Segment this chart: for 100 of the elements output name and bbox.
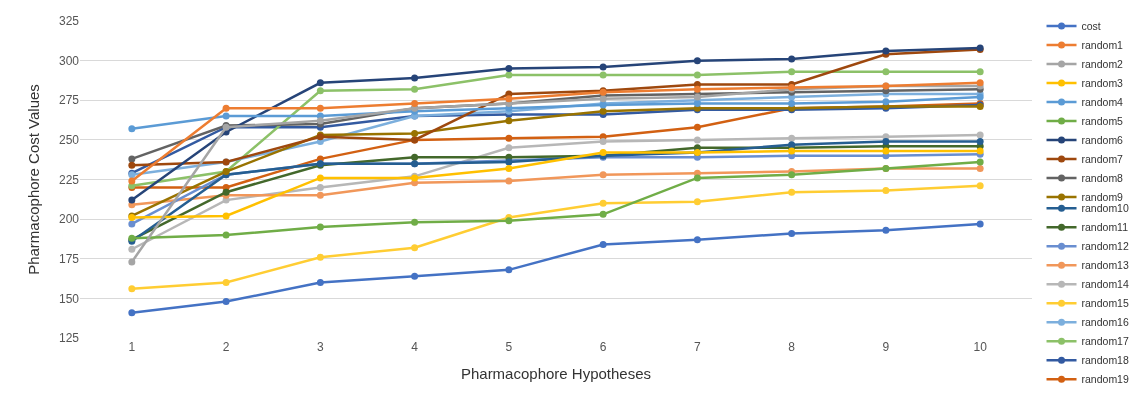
point (599, 107, 607, 115)
legend-label: random17 (1081, 335, 1129, 348)
point (976, 158, 984, 166)
point (505, 65, 513, 73)
y-tick-label: 325 (58, 14, 80, 29)
legend-label: random8 (1081, 172, 1124, 185)
legend-label: random16 (1081, 316, 1129, 329)
x-axis-title: Pharmacophore Hypotheses (460, 365, 652, 382)
point (976, 137, 984, 145)
x-tick-label: 9 (882, 340, 890, 354)
point (222, 231, 230, 239)
point (316, 87, 324, 95)
point (599, 71, 607, 79)
point (411, 99, 419, 107)
point (788, 99, 796, 107)
point (128, 309, 136, 317)
legend-label: random2 (1081, 58, 1124, 71)
legend-label: random3 (1081, 77, 1124, 90)
legend-label: random7 (1081, 153, 1124, 166)
point (599, 210, 607, 218)
point (128, 161, 136, 169)
x-tick-label: 5 (505, 340, 513, 354)
point (128, 220, 136, 228)
point (788, 68, 796, 76)
legend-label: random5 (1081, 115, 1124, 128)
point (316, 104, 324, 112)
point (599, 199, 607, 207)
point (411, 272, 419, 280)
point (693, 198, 701, 206)
point (976, 220, 984, 228)
legend-label: random12 (1081, 240, 1129, 253)
point (222, 104, 230, 112)
point (222, 112, 230, 120)
point (599, 137, 607, 145)
point (693, 123, 701, 131)
y-axis-title: Pharmacophore Cost Values (25, 84, 43, 275)
point (128, 125, 136, 133)
point (599, 240, 607, 248)
x-tick-label: 10 (973, 340, 988, 354)
point (222, 279, 230, 287)
point (788, 134, 796, 142)
legend-label: random4 (1081, 96, 1124, 109)
point (693, 71, 701, 79)
legend-label: random1 (1081, 39, 1124, 52)
point (976, 131, 984, 139)
point (599, 63, 607, 71)
point (693, 57, 701, 65)
legend-label: random18 (1081, 354, 1129, 367)
point (976, 68, 984, 76)
point (693, 174, 701, 182)
y-tick-label: 300 (58, 53, 80, 68)
x-tick-label: 8 (788, 340, 796, 354)
point (693, 236, 701, 244)
y-tick-label: 250 (58, 133, 80, 148)
y-tick-label: 125 (58, 331, 80, 346)
point (882, 187, 890, 195)
point (505, 134, 513, 142)
point (599, 171, 607, 179)
point (976, 182, 984, 190)
point (505, 164, 513, 172)
point (411, 153, 419, 161)
legend-label: random19 (1081, 373, 1129, 386)
legend-label: random10 (1081, 202, 1129, 215)
point (882, 137, 890, 145)
point (316, 279, 324, 287)
point (316, 79, 324, 87)
point (882, 68, 890, 76)
point (316, 253, 324, 261)
point (505, 117, 513, 125)
point (222, 212, 230, 220)
point (411, 244, 419, 252)
point (128, 258, 136, 266)
point (128, 285, 136, 293)
legend-label: random9 (1081, 191, 1124, 204)
point (788, 55, 796, 63)
point (788, 229, 796, 237)
point (882, 98, 890, 106)
point (316, 174, 324, 182)
x-tick-label: 2 (222, 340, 230, 354)
point (788, 188, 796, 196)
y-tick-label: 175 (58, 251, 80, 266)
x-tick-label: 1 (128, 340, 136, 354)
point (411, 74, 419, 82)
legend-label: random14 (1081, 278, 1129, 291)
y-tick-label: 200 (58, 212, 80, 227)
point (128, 196, 136, 204)
point (128, 245, 136, 253)
point (316, 223, 324, 231)
point (411, 85, 419, 93)
point (693, 85, 701, 93)
point (505, 144, 513, 152)
point (411, 130, 419, 138)
point (882, 147, 890, 155)
x-tick-label: 6 (599, 340, 607, 354)
legend-label: random13 (1081, 259, 1129, 272)
point (316, 183, 324, 191)
legend-label: random15 (1081, 297, 1129, 310)
point (316, 191, 324, 199)
point (976, 164, 984, 172)
point (505, 266, 513, 274)
